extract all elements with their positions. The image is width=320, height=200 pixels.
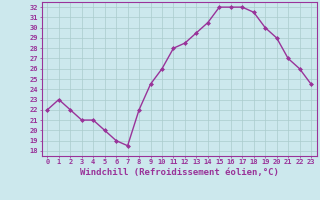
- X-axis label: Windchill (Refroidissement éolien,°C): Windchill (Refroidissement éolien,°C): [80, 168, 279, 177]
